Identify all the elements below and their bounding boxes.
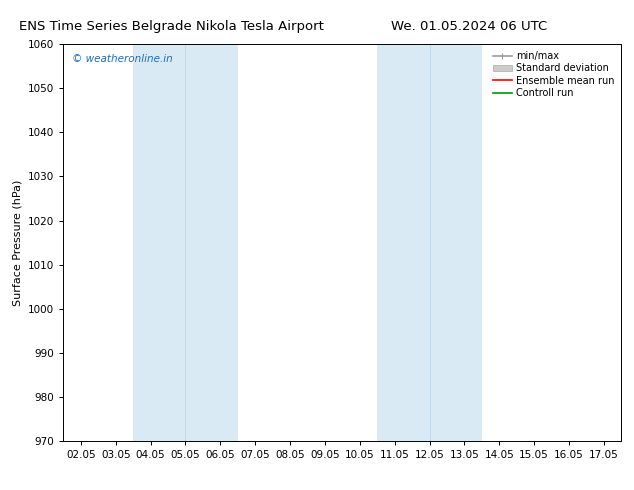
Text: We. 01.05.2024 06 UTC: We. 01.05.2024 06 UTC bbox=[391, 20, 547, 33]
Legend: min/max, Standard deviation, Ensemble mean run, Controll run: min/max, Standard deviation, Ensemble me… bbox=[491, 49, 616, 100]
Text: © weatheronline.in: © weatheronline.in bbox=[72, 54, 172, 64]
Y-axis label: Surface Pressure (hPa): Surface Pressure (hPa) bbox=[13, 179, 23, 306]
Bar bbox=[133, 44, 238, 441]
Bar bbox=[377, 44, 482, 441]
Text: ENS Time Series Belgrade Nikola Tesla Airport: ENS Time Series Belgrade Nikola Tesla Ai… bbox=[19, 20, 323, 33]
